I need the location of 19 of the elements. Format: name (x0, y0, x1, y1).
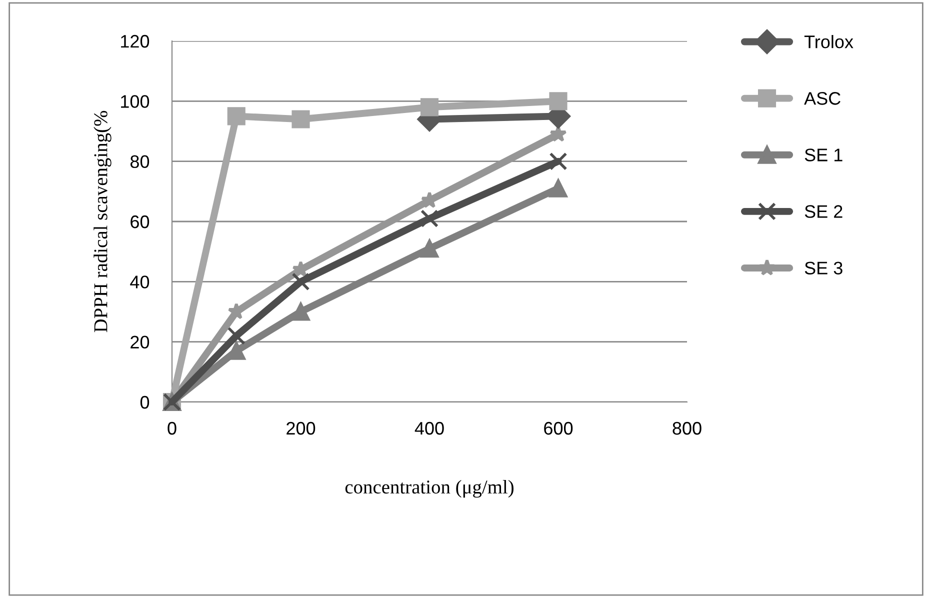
x-tick-label: 800 (672, 422, 702, 435)
y-axis-title: DPPH radical scavenging(% (94, 110, 112, 332)
x-axis-title: concentration (μg/ml) (345, 480, 514, 498)
y-tick-label: 0 (140, 396, 150, 409)
x-tick-label: 400 (414, 422, 444, 435)
y-tick-label: 40 (130, 276, 150, 288)
legend-label: SE 3 (804, 262, 842, 274)
y-tick-label: 80 (130, 155, 150, 168)
x-tick-label: 200 (286, 422, 316, 435)
y-tick-label: 60 (130, 215, 150, 228)
x-tick-label: 600 (544, 422, 573, 435)
y-tick-label: 20 (130, 336, 150, 349)
legend-label: ASC (804, 92, 840, 105)
legend-label: SE 2 (804, 205, 842, 218)
y-tick-label: 100 (121, 95, 150, 108)
x-tick-label: 0 (168, 422, 176, 435)
legend-label: SE 1 (804, 148, 842, 162)
y-tick-label: 120 (121, 34, 150, 48)
legend-label: Trolox (804, 35, 854, 48)
